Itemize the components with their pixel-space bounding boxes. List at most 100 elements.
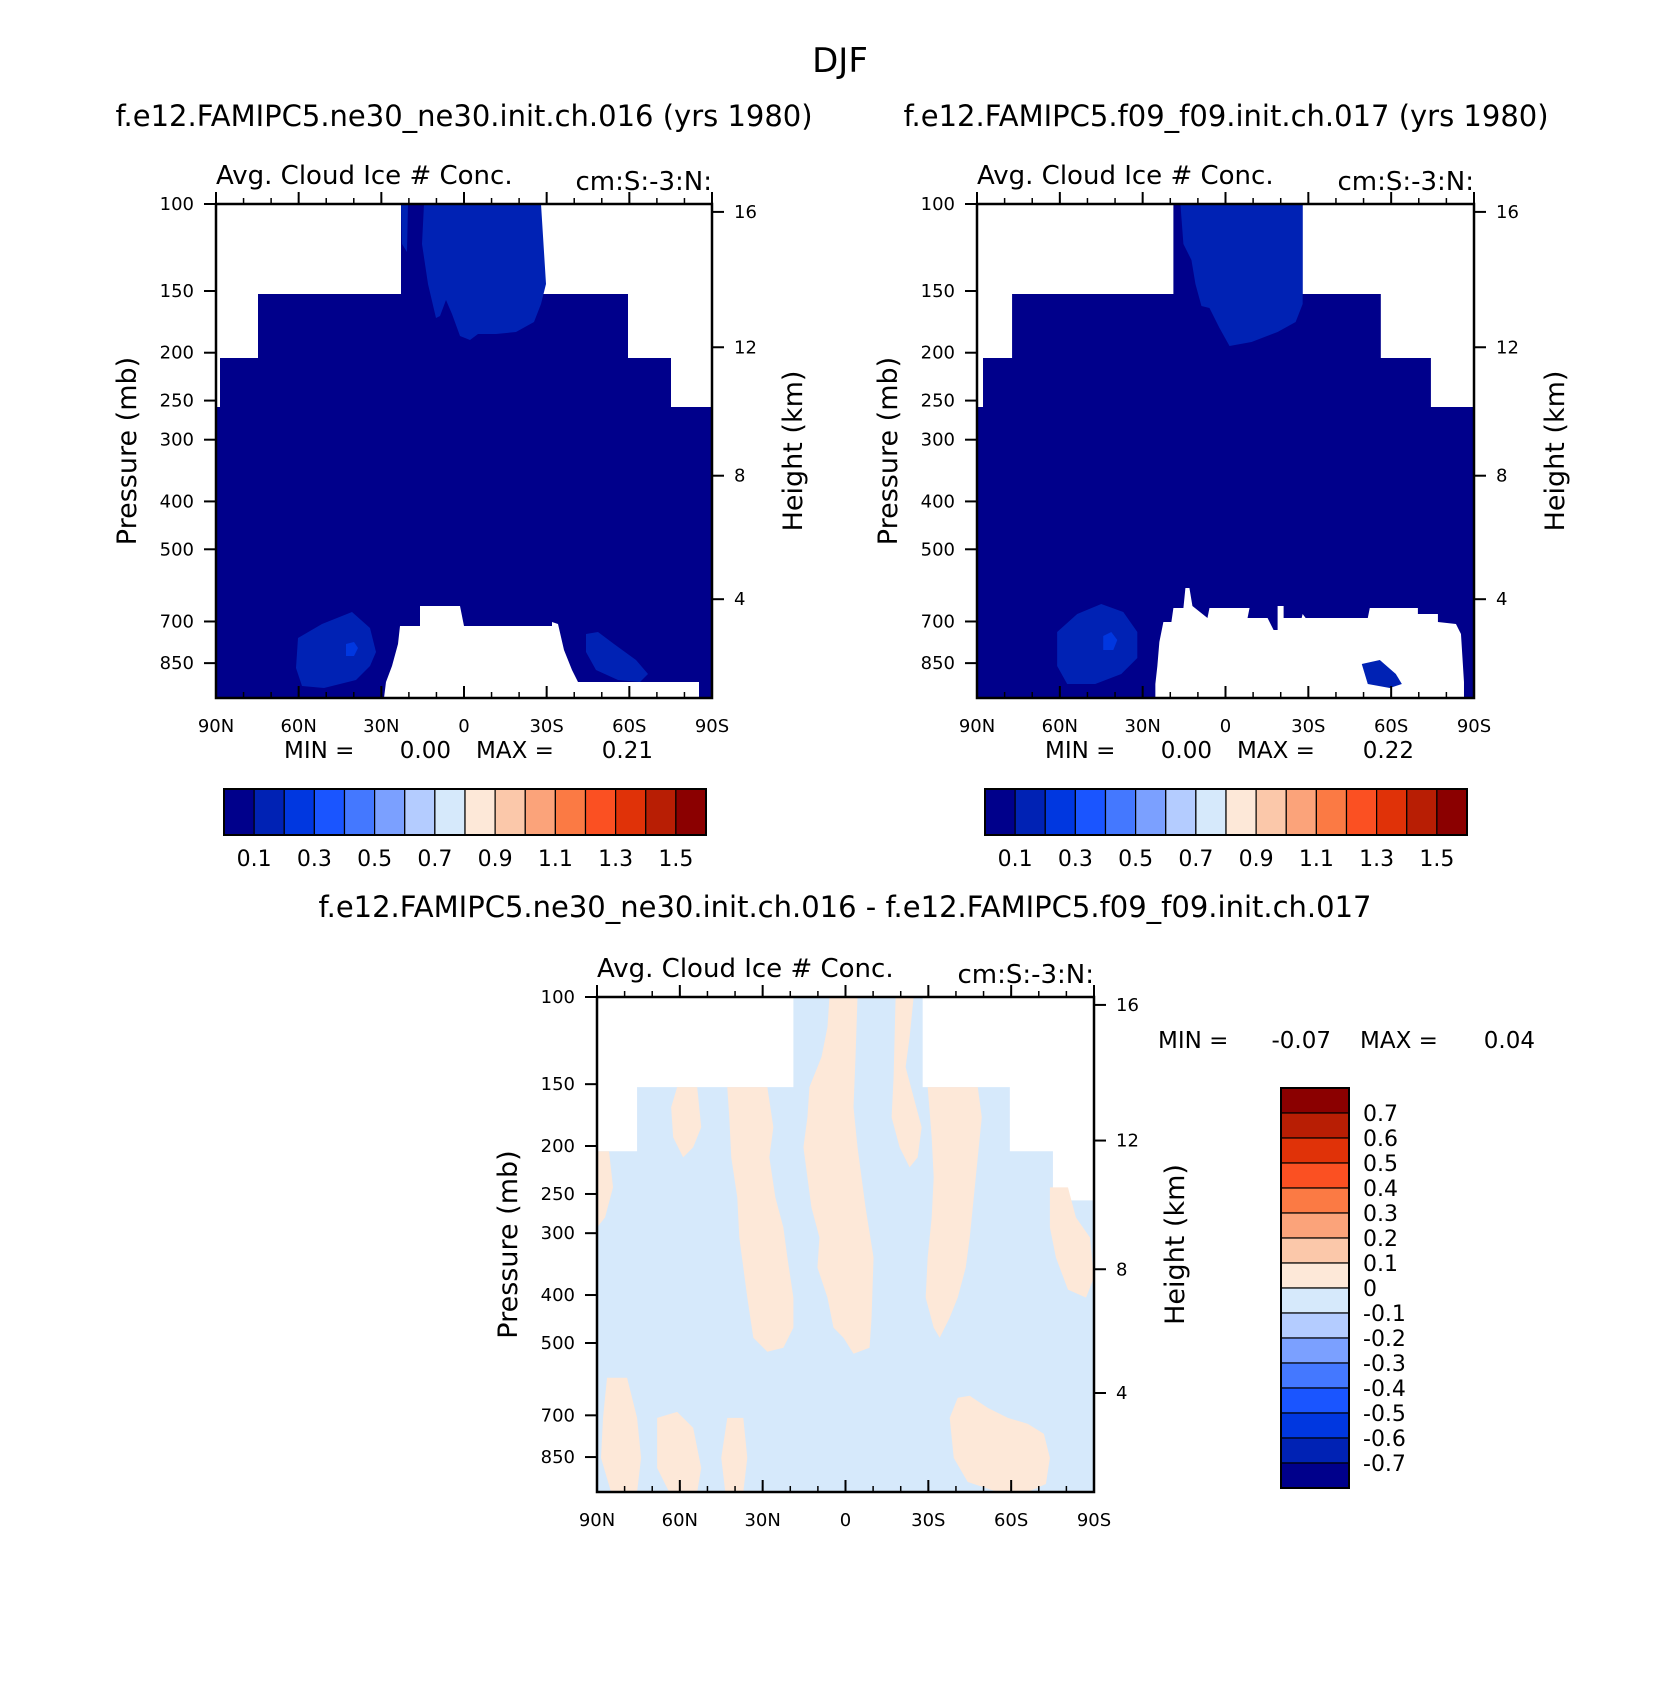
variable-title: Avg. Cloud Ice # Conc. — [977, 161, 1274, 191]
fill-level-1 — [401, 204, 408, 252]
y2-tick-label: 4 — [734, 589, 745, 610]
panel-p1: 90N 60N 30N 0 30S 60S 90S 100 150 200 250 300 400 500… — [112, 99, 813, 764]
max-value: 0.04 — [1484, 1028, 1535, 1054]
y-tick-label: 250 — [541, 1184, 575, 1205]
plot-area — [216, 204, 712, 698]
max-value: 0.21 — [602, 738, 653, 764]
axes: 90N 60N 30N 0 30S 60S 90S 100 150 200 250 300 400 500… — [112, 99, 813, 764]
diff-fill-pos — [925, 1087, 982, 1338]
x-tick-label: 30N — [363, 716, 399, 737]
x-tick-label: 90S — [695, 716, 729, 737]
y-tick-label: 200 — [921, 343, 955, 364]
axes: 90N 60N 30N 0 30S 60S 90S 100 150 200 250 300 400 500… — [873, 99, 1571, 764]
colorbar-box — [1436, 788, 1468, 836]
diff-fill-pos — [803, 997, 874, 1354]
y-tick-label: 700 — [541, 1405, 575, 1426]
diff-fill-pos — [601, 1377, 642, 1492]
y2-tick-label: 8 — [1116, 1259, 1127, 1280]
colorbar-box — [313, 788, 346, 836]
colorbar-box — [1074, 788, 1107, 836]
colorbar-label: -0.5 — [1363, 1402, 1406, 1427]
fill-level-0 — [977, 204, 1474, 698]
y2-tick-label: 16 — [1496, 202, 1519, 223]
panel-p2: 90N 60N 30N 0 30S 60S 90S 100 150 200 250 300 400 500… — [873, 99, 1571, 764]
colorbar-box — [1165, 788, 1197, 836]
units-label: cm:S:-3:N: — [1337, 167, 1474, 197]
y-tick-label: 700 — [921, 611, 955, 632]
colorbar-box — [1280, 1337, 1350, 1364]
units-label: cm:S:-3:N: — [575, 167, 712, 197]
colorbar-box — [1280, 1287, 1350, 1314]
colorbar-label: -0.1 — [1363, 1302, 1406, 1327]
colorbar-label: 0.9 — [478, 847, 513, 872]
y-tick-label: 400 — [921, 491, 955, 512]
colorbar-box — [374, 788, 406, 836]
x-tick-label: 60N — [1042, 716, 1078, 737]
y2-tick-label: 4 — [1496, 589, 1507, 610]
x-tick-label: 90N — [959, 716, 995, 737]
colorbar-box — [1225, 788, 1257, 836]
min-value: 0.00 — [400, 738, 451, 764]
max-label: MAX = — [1237, 738, 1315, 764]
diff-fill-pos — [949, 1395, 1050, 1492]
colorbar-label: -0.7 — [1363, 1452, 1406, 1477]
x-tick-label: 90N — [198, 716, 234, 737]
colorbar-box — [1315, 788, 1348, 836]
panel-title: f.e12.FAMIPC5.f09_f09.init.ch.017 (yrs 1… — [903, 99, 1548, 133]
x-tick-label: 60S — [612, 716, 646, 737]
y-axis-label: Pressure (mb) — [493, 1150, 524, 1338]
x-tick-label: 60N — [280, 716, 316, 737]
colorbar-box — [1280, 1462, 1350, 1489]
fill-level-1 — [1361, 660, 1402, 688]
colorbar-box — [1280, 1262, 1350, 1289]
y-tick-label: 150 — [921, 281, 955, 302]
x-tick-label: 60N — [662, 1510, 698, 1531]
y2-tick-label: 8 — [734, 466, 745, 487]
colorbar-box — [404, 788, 436, 836]
colorbar-label: 1.5 — [658, 847, 693, 872]
colorbar-label: 0.1 — [998, 847, 1033, 872]
y-axis-label: Pressure (mb) — [873, 357, 904, 545]
y2-axis-label: Height (km) — [778, 371, 809, 532]
colorbar-box — [494, 788, 526, 836]
colorbar-box — [1376, 788, 1408, 836]
colorbar-label: 0.3 — [1363, 1202, 1398, 1227]
colorbar-label: 1.3 — [598, 847, 633, 872]
diff-fill-pos — [721, 1417, 748, 1492]
colorbar-label: 0 — [1363, 1277, 1377, 1302]
diff-fill-pos — [727, 1087, 794, 1352]
colorbar-box — [645, 788, 677, 836]
y-tick-label: 100 — [541, 987, 575, 1008]
colorbar-label: 0.2 — [1363, 1227, 1398, 1252]
diff-fill-pos — [671, 1087, 702, 1158]
x-tick-label: 30N — [1124, 716, 1160, 737]
x-tick-label: 30S — [529, 716, 563, 737]
x-tick-label: 0 — [840, 1510, 851, 1531]
colorbar-box — [554, 788, 587, 836]
colorbar-panel-2: 0.1 0.3 0.5 0.7 0.9 1.1 1.3 1.5 — [984, 788, 1468, 872]
colorbar-box — [253, 788, 285, 836]
colorbar-label: 0.9 — [1239, 847, 1274, 872]
contour-fills — [597, 997, 1094, 1492]
y-tick-label: 850 — [541, 1447, 575, 1468]
colorbar-box — [1280, 1312, 1350, 1339]
fill-level-1 — [422, 204, 546, 340]
colorbar-label: 1.1 — [1299, 847, 1334, 872]
colorbar-box — [1280, 1137, 1350, 1164]
colorbar-frame — [1280, 1087, 1350, 1489]
x-tick-label: 0 — [1220, 716, 1231, 737]
colorbar-box — [1406, 788, 1438, 836]
y-tick-label: 500 — [921, 539, 955, 560]
max-label: MAX = — [476, 738, 554, 764]
colorbar-label: 0.1 — [1363, 1252, 1398, 1277]
y-tick-label: 300 — [541, 1223, 575, 1244]
colorbar-box — [1280, 1187, 1350, 1214]
x-tick-label: 30S — [911, 1510, 945, 1531]
colorbar-box — [1280, 1212, 1350, 1239]
colorbar-label: 0.7 — [1363, 1102, 1398, 1127]
min-label: MIN = — [1158, 1028, 1228, 1054]
x-tick-label: 60S — [994, 1510, 1028, 1531]
y-tick-label: 200 — [160, 343, 194, 364]
x-tick-label: 60S — [1374, 716, 1408, 737]
y-tick-label: 850 — [921, 653, 955, 674]
